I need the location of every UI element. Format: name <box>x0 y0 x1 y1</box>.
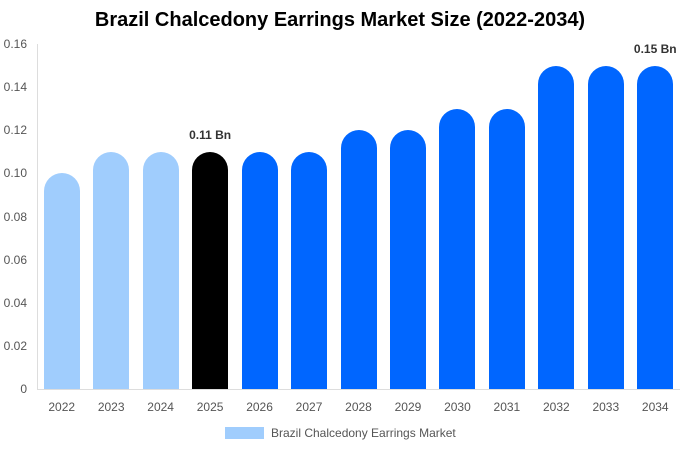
bar-2024[interactable] <box>142 151 179 389</box>
bar-2022[interactable] <box>43 173 80 389</box>
bar-2028[interactable] <box>340 130 377 389</box>
x-tick-label: 2034 <box>641 400 669 414</box>
legend-label: Brazil Chalcedony Earrings Market <box>271 426 456 440</box>
legend-swatch <box>225 427 264 439</box>
y-tick-label: 0.12 <box>3 123 27 138</box>
bar-2031[interactable] <box>488 108 525 389</box>
x-tick-label: 2027 <box>295 400 323 414</box>
y-tick-label: 0.10 <box>3 166 27 181</box>
chart-title: Brazil Chalcedony Earrings Market Size (… <box>94 9 586 31</box>
x-axis-line <box>37 389 680 390</box>
x-tick-label: 2028 <box>345 400 372 414</box>
bar-2025[interactable] <box>192 151 229 389</box>
y-axis-line <box>37 44 38 389</box>
bar-2033[interactable] <box>587 65 624 389</box>
bar-2034[interactable] <box>637 65 674 389</box>
bar-2030[interactable] <box>439 108 476 389</box>
x-tick-label: 2024 <box>147 400 174 414</box>
plot-area <box>37 44 680 389</box>
bar-2026[interactable] <box>241 151 278 389</box>
y-tick-label: 0.14 <box>3 80 27 95</box>
x-tick-label: 2023 <box>97 400 125 414</box>
bar-2029[interactable] <box>389 130 426 389</box>
bar-2032[interactable] <box>538 65 575 389</box>
x-tick-label: 2032 <box>542 400 570 414</box>
x-tick-label: 2030 <box>444 400 471 414</box>
bar-2023[interactable] <box>93 151 130 389</box>
x-tick-label: 2022 <box>48 400 76 414</box>
x-tick-label: 2029 <box>394 400 422 414</box>
y-tick-label: 0.16 <box>3 37 27 51</box>
y-tick-label: 0 <box>20 382 27 396</box>
x-tick-label: 2025 <box>196 400 224 414</box>
y-tick-label: 0.04 <box>3 295 27 310</box>
legend[interactable]: Brazil Chalcedony Earrings Market <box>225 426 456 440</box>
bar-2027[interactable] <box>291 151 328 389</box>
bar-value-label: 0.15 Bn <box>633 41 677 56</box>
x-tick-label: 2031 <box>493 400 521 414</box>
x-tick-label: 2033 <box>592 400 620 414</box>
bar-value-label: 0.11 Bn <box>189 127 232 142</box>
y-tick-label: 0.06 <box>3 252 27 267</box>
x-tick-label: 2026 <box>246 400 273 414</box>
y-tick-label: 0.02 <box>3 338 27 353</box>
y-tick-label: 0.08 <box>3 209 27 224</box>
